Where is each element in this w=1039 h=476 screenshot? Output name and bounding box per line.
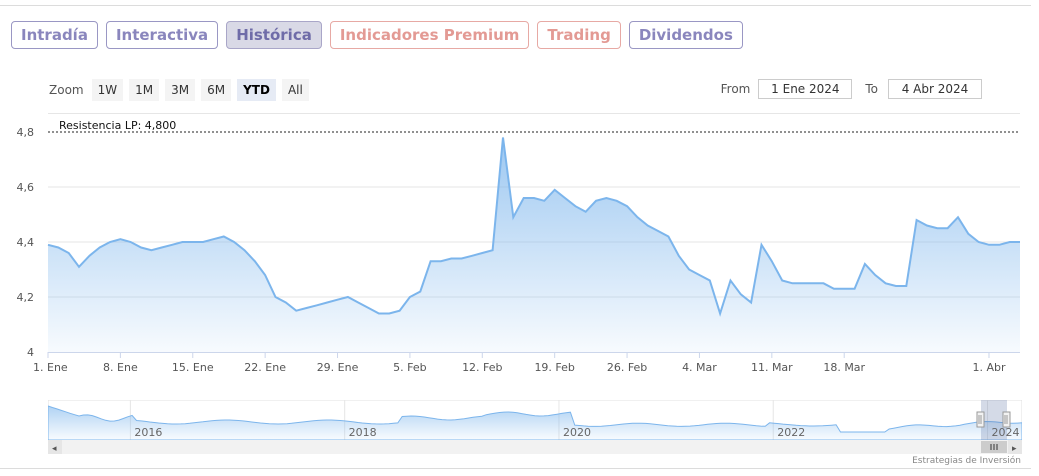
top-divider — [0, 5, 1031, 6]
chart-tabs: Intradía Interactiva Histórica Indicador… — [11, 21, 743, 49]
to-date-input[interactable]: 4 Abr 2024 — [888, 79, 982, 99]
zoom-selector: Zoom 1W 1M 3M 6M YTD All — [49, 79, 309, 101]
tab-interactiva[interactable]: Interactiva — [105, 21, 219, 49]
price-line — [47, 137, 1020, 317]
x-tick-label: 4. Mar — [682, 361, 717, 374]
x-tick-label: 18. Mar — [823, 361, 865, 374]
y-tick-label: 4 — [27, 346, 34, 359]
navigator-area — [48, 405, 1022, 441]
navigator-handle-right[interactable] — [1002, 411, 1011, 428]
x-tick-label: 15. Ene — [172, 361, 214, 374]
navigator-year-label: 2022 — [777, 426, 805, 439]
tab-trading[interactable]: Trading — [537, 21, 621, 49]
price-area — [48, 137, 1020, 352]
navigator-year-label: 2016 — [134, 426, 162, 439]
chart-credit[interactable]: Estrategias de Inversión — [912, 456, 1021, 466]
scrollbar-right-button[interactable] — [1008, 440, 1022, 454]
x-tick-label: 1. Ene — [33, 361, 68, 374]
x-tick-label: 11. Mar — [751, 361, 793, 374]
navigator-year-label: 2024 — [992, 426, 1020, 439]
x-tick-label: 5. Feb — [393, 361, 426, 374]
navigator-handle-left[interactable] — [976, 411, 985, 428]
tab-indicadores-premium[interactable]: Indicadores Premium — [329, 21, 530, 49]
x-tick-label: 29. Ene — [317, 361, 359, 374]
resistance-label: Resistencia LP: 4,800 — [59, 120, 176, 132]
tab-historica[interactable]: Histórica — [226, 21, 322, 49]
date-range: From 1 Ene 2024 To 4 Abr 2024 — [721, 79, 982, 99]
y-tick-label: 4,4 — [17, 236, 35, 249]
y-tick-label: 4,8 — [17, 126, 35, 139]
scrollbar-left-button[interactable] — [48, 440, 62, 454]
x-tick-label: 19. Feb — [534, 361, 574, 374]
navigator-year-label: 2020 — [563, 426, 591, 439]
bottom-divider — [0, 468, 1031, 469]
y-tick-label: 4,6 — [17, 181, 35, 194]
zoom-button-ytd[interactable]: YTD — [237, 79, 276, 101]
navigator[interactable]: 2016 2018 2020 2022 2024 ◂ ▸ — [48, 400, 1022, 456]
x-tick-label: 22. Ene — [244, 361, 286, 374]
tab-dividendos[interactable]: Dividendos — [628, 21, 743, 49]
from-label: From — [720, 82, 751, 96]
tab-intradia[interactable]: Intradía — [11, 21, 98, 49]
zoom-button-all[interactable]: All — [281, 79, 309, 101]
zoom-button-1m[interactable]: 1M — [129, 79, 160, 101]
zoom-button-1w[interactable]: 1W — [91, 79, 124, 101]
from-date-input[interactable]: 1 Ene 2024 — [758, 79, 853, 99]
scroll-left-arrow-icon: ◂ — [52, 444, 57, 454]
zoom-label: Zoom — [49, 83, 84, 97]
to-label: To — [865, 82, 878, 96]
x-tick-label: 26. Feb — [607, 361, 647, 374]
y-tick-label: 4,2 — [17, 291, 35, 304]
scrollbar-track[interactable] — [48, 440, 1022, 454]
x-tick-label: 1. Abr — [972, 361, 1005, 374]
navigator-year-label: 2018 — [349, 426, 377, 439]
zoom-button-6m[interactable]: 6M — [201, 79, 232, 101]
x-tick-label: 12. Feb — [462, 361, 502, 374]
x-tick-label: 8. Ene — [103, 361, 138, 374]
price-chart[interactable]: 4 4,2 4,4 4,6 4,8 Resistencia LP: 4,800 1. E… — [0, 120, 1039, 385]
toolbar-divider — [48, 113, 1020, 114]
scroll-right-arrow-icon: ▸ — [1012, 444, 1017, 454]
zoom-button-3m[interactable]: 3M — [165, 79, 196, 101]
